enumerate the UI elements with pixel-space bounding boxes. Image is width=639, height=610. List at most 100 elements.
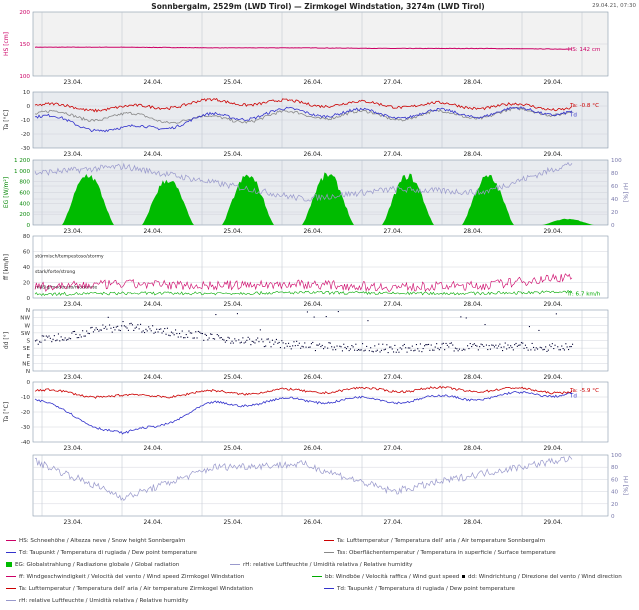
y-tick-label: 60 [23,250,31,256]
dd-point [144,332,146,334]
dd-point [362,343,364,345]
y-tick-label: -20 [21,410,31,416]
dd-point [467,345,469,347]
dd-point [302,346,304,348]
dd-point [333,346,335,348]
dd-point [569,346,571,348]
dd-point [284,347,286,349]
dd-point [458,348,460,350]
y-tick-label: 150 [19,42,30,48]
dd-point [422,348,424,350]
dd-point [239,342,241,344]
dd-point [394,344,396,346]
dd-point [476,345,478,347]
dd-point [140,323,142,325]
wind-class-label: stürmisch/tempestoso/stormy [35,254,104,260]
dd-point [545,346,547,348]
dd-point [351,345,353,347]
dd-point [121,325,123,327]
dd-point [308,346,310,348]
dd-point [48,335,50,337]
y-tick-label: -30 [21,146,31,152]
dd-point [332,349,334,351]
dd-point [94,329,96,331]
dd-point [68,337,70,339]
dd-point [61,339,63,341]
dd-point [541,347,543,349]
dd-point [277,342,279,344]
dd-point [153,332,155,334]
dd-point [223,339,225,341]
dd-point [522,342,524,344]
dd-point [176,333,178,335]
dd-point [368,350,370,352]
dd-point [502,350,504,352]
dd-point [441,343,443,345]
dd-point [438,349,440,351]
legend-dd-label: dd: Windrichtung / Direzione del vento /… [468,574,622,580]
dd-point [187,336,189,338]
dd-point [41,335,43,337]
dd-point [566,346,568,348]
dd-point [129,323,131,325]
dd-point [557,346,559,348]
dd-point [425,344,427,346]
dd-point [263,346,265,348]
dd-point [572,343,574,345]
label-ta-value: Ta: -0.8 °C [569,103,599,109]
dd-point [224,341,226,343]
dd-point [246,339,248,341]
dd-point [181,330,183,332]
dd-point [343,343,345,345]
dd-point [184,337,186,339]
dd-point [135,326,137,328]
dd-point [170,331,172,333]
dd-point [317,344,319,346]
dd-point [240,341,242,343]
dd-point [185,334,187,336]
dd-point [331,346,333,348]
dd-point [56,339,58,341]
dd-point [370,347,372,349]
dd-point [115,326,117,328]
x-tick-label: 26.04. [303,445,322,452]
dd-point [226,340,228,342]
dd-point [543,348,545,350]
dd-point [196,337,198,339]
dd-point [329,342,331,344]
wind-class-label: stark/forte/strong [35,269,75,275]
dd-point [559,349,561,351]
dd-point [387,352,389,354]
dd-point [306,311,308,313]
dd-point [83,335,85,337]
dd-point [480,343,482,345]
dd-point [378,343,380,345]
label-ta2-value: Ta: -5.9 °C [569,388,599,394]
dd-point [489,348,491,350]
dd-point [479,346,481,348]
dd-point [158,328,160,330]
y-tick-label: 40 [23,265,31,271]
dd-point [249,338,251,340]
y-tick-label: 200 [19,10,30,16]
x-tick-label: 24.04. [143,445,162,452]
dd-point [183,337,185,339]
dd-point [511,346,513,348]
dd-point [87,332,89,334]
dd-point [118,329,120,331]
axis-title-snow: HS [cm] [3,32,10,56]
dd-point [328,342,330,344]
dd-point [72,331,74,333]
dd-point [386,344,388,346]
dd-point [258,341,260,343]
dd-point [36,339,38,341]
y-tick-label: 1 000 [14,169,30,175]
dd-point [67,338,69,340]
dd-point [355,343,357,345]
dd-point [297,344,299,346]
y-tick-label: 100 [611,158,622,164]
dd-point [508,347,510,349]
dd-point [51,341,53,343]
x-tick-label: 27.04. [383,374,402,381]
